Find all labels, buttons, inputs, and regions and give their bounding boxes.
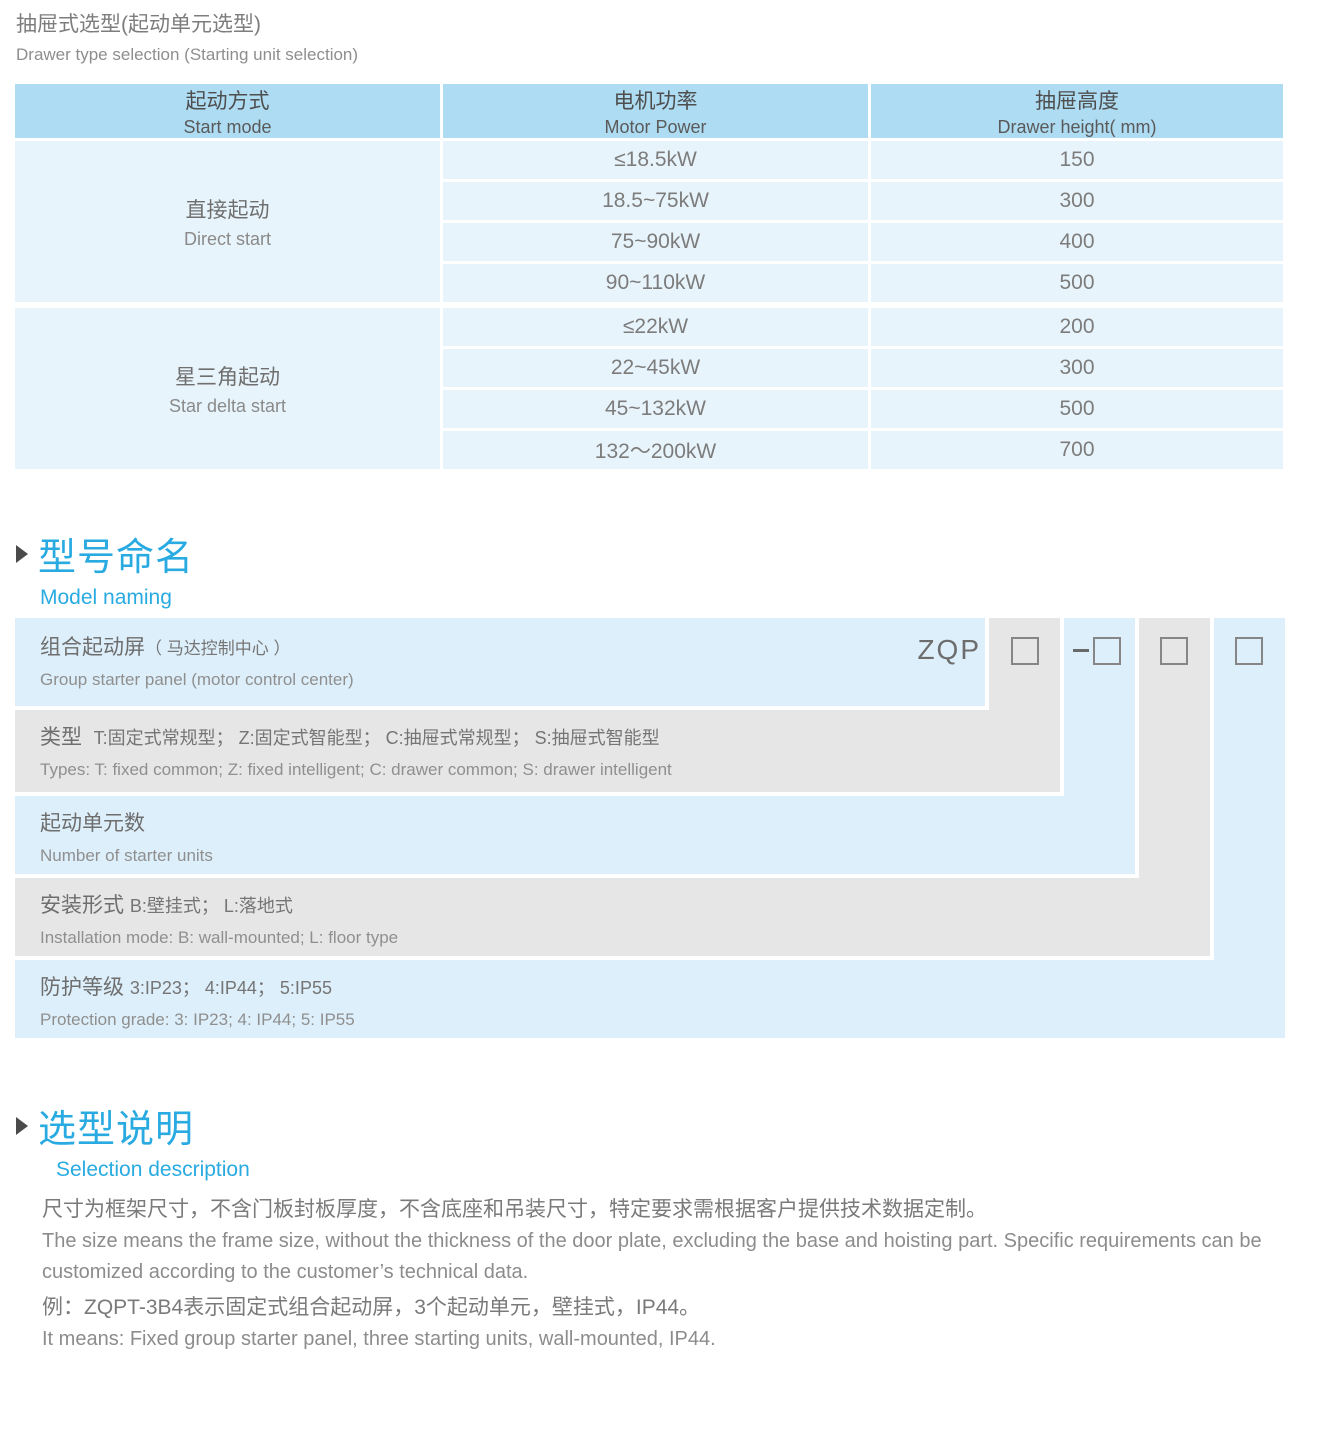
header-cell-drawer-height: 抽屉高度 Drawer height( mm) [871, 84, 1283, 138]
code-column-units [1064, 618, 1135, 796]
row1-cn: 组合起动屏（ 马达控制中心 ） [40, 631, 985, 661]
model-code-box-type [1011, 637, 1039, 665]
model-naming-diagram: 组合起动屏（ 马达控制中心 ） Group starter panel (mot… [15, 618, 1285, 1038]
table-group-star-delta-start: 星三角起动 Star delta start ≤22kW 200 22~45kW… [15, 308, 1283, 469]
row1-cn-sub: （ 马达控制中心 ） [145, 639, 291, 658]
power-cell: ≤18.5kW [443, 141, 868, 179]
row2-en: Types: T: fixed common; Z: fixed intelli… [40, 760, 672, 779]
header-motor-power-en: Motor Power [604, 116, 707, 137]
header-drawer-height-cn: 抽屉高度 [1035, 89, 1119, 113]
selection-description-body: 尺寸为框架尺寸，不含门板封板厚度，不含底座和吊装尺寸，特定要求需根据客户提供技术… [42, 1194, 1290, 1355]
row4-cn-label: 安装形式 [40, 894, 124, 917]
model-code-prefix: ZQP [917, 634, 981, 665]
mode-star-delta-cn: 星三角起动 [175, 365, 280, 389]
power-cell: 45~132kW [443, 390, 868, 428]
header-motor-power-cn: 电机功率 [613, 89, 698, 113]
section-model-naming-heading: 型号命名 Model naming [16, 526, 194, 610]
page-title-en: Drawer type selection (Starting unit sel… [16, 45, 359, 64]
example-paragraph-cn: 例：ZQPT-3B4表示固定式组合起动屏，3个起动单元，壁挂式，IP44。 [42, 1296, 701, 1319]
mode-direct-cn: 直接起动 [185, 198, 270, 222]
model-code-box-protection [1235, 637, 1263, 665]
mode-star-delta-en: Star delta start [168, 395, 287, 416]
height-cell: 200 [871, 308, 1283, 346]
row2-cn-detail: T:固定式常规型； Z:固定式智能型； C:抽屉式常规型； S:抽屉式智能型 [93, 728, 660, 748]
page-header: 抽屉式选型(起动单元选型) Drawer type selection (Sta… [16, 8, 358, 65]
power-cell: 22~45kW [443, 349, 868, 387]
selection-description-heading-cn: 选型说明 [38, 1109, 195, 1151]
model-code-box-units [1093, 637, 1121, 665]
row3-cn: 起动单元数 [40, 807, 1135, 837]
diagram-row-installation-mode: 安装形式 B:壁挂式； L:落地式 Installation mode: B: … [15, 878, 1210, 956]
power-cell: 18.5~75kW [443, 182, 868, 220]
code-column-protection [1214, 618, 1285, 960]
mode-direct-en: Direct start [183, 228, 271, 249]
selection-description-heading-en: Selection description [56, 1158, 250, 1181]
height-cell: 700 [871, 431, 1283, 469]
section-selection-description-heading: 选型说明 Selection description [16, 1098, 250, 1182]
row5-cn-label: 防护等级 [40, 976, 124, 999]
diagram-row-group-starter-panel: 组合起动屏（ 马达控制中心 ） Group starter panel (mot… [15, 618, 985, 706]
height-cell: 300 [871, 182, 1283, 220]
row5-cn: 防护等级 3:IP23； 4:IP44； 5:IP55 [40, 971, 1285, 1001]
row2-cn-label: 类型 [40, 726, 82, 749]
page-title-cn: 抽屉式选型(起动单元选型) [16, 13, 261, 36]
row3-cn-label: 起动单元数 [40, 812, 145, 835]
mode-cell-direct-start: 直接起动 Direct start [15, 141, 440, 302]
height-cell: 500 [871, 390, 1283, 428]
power-cell: 75~90kW [443, 223, 868, 261]
triangle-bullet-icon [16, 1116, 28, 1135]
row5-en: Protection grade: 3: IP23; 4: IP44; 5: I… [40, 1010, 355, 1029]
row4-en: Installation mode: B: wall-mounted; L: f… [40, 928, 399, 947]
model-code-box-installation [1160, 637, 1188, 665]
description-paragraph-en: The size means the frame size, without t… [42, 1230, 1262, 1283]
model-naming-heading-cn: 型号命名 [38, 537, 195, 579]
row2-cn: 类型 T:固定式常规型； Z:固定式智能型； C:抽屉式常规型； S:抽屉式智能… [40, 721, 1060, 751]
header-start-mode-en: Start mode [183, 116, 272, 137]
diagram-row-types: 类型 T:固定式常规型； Z:固定式智能型； C:抽屉式常规型； S:抽屉式智能… [15, 710, 1060, 792]
diagram-row-protection-grade: 防护等级 3:IP23； 4:IP44； 5:IP55 Protection g… [15, 960, 1285, 1038]
row4-cn: 安装形式 B:壁挂式； L:落地式 [40, 889, 1210, 919]
height-cell: 300 [871, 349, 1283, 387]
height-cell: 150 [871, 141, 1283, 179]
example-paragraph-en: It means: Fixed group starter panel, thr… [42, 1328, 716, 1350]
power-cell: 90~110kW [443, 264, 868, 302]
row3-en: Number of starter units [40, 846, 213, 865]
header-cell-motor-power: 电机功率 Motor Power [443, 84, 868, 138]
height-cell: 400 [871, 223, 1283, 261]
power-cell: ≤22kW [443, 308, 868, 346]
row1-en: Group starter panel (motor control cente… [40, 670, 354, 689]
row1-cn-label: 组合起动屏 [40, 636, 145, 659]
table-group-direct-start: 直接起动 Direct start ≤18.5kW 150 18.5~75kW … [15, 141, 1283, 302]
row4-cn-detail: B:壁挂式； L:落地式 [129, 896, 293, 916]
mode-cell-star-delta: 星三角起动 Star delta start [15, 308, 440, 469]
diagram-row-starter-units: 起动单元数 Number of starter units [15, 796, 1135, 874]
selection-table-header: 起动方式 Start mode 电机功率 Motor Power 抽屉高度 Dr… [15, 84, 1283, 138]
header-cell-start-mode: 起动方式 Start mode [15, 84, 440, 138]
header-drawer-height-en: Drawer height( mm) [997, 116, 1157, 137]
triangle-bullet-icon [16, 544, 28, 563]
model-code-dash [1073, 649, 1089, 652]
code-column-installation [1139, 618, 1210, 878]
header-start-mode-cn: 起动方式 [185, 89, 270, 113]
height-cell: 500 [871, 264, 1283, 302]
row5-cn-detail: 3:IP23； 4:IP44； 5:IP55 [129, 978, 332, 998]
power-cell: 132～200kW [443, 431, 868, 469]
description-paragraph-cn: 尺寸为框架尺寸，不含门板封板厚度，不含底座和吊装尺寸，特定要求需根据客户提供技术… [42, 1198, 987, 1221]
model-naming-heading-en: Model naming [40, 586, 172, 609]
